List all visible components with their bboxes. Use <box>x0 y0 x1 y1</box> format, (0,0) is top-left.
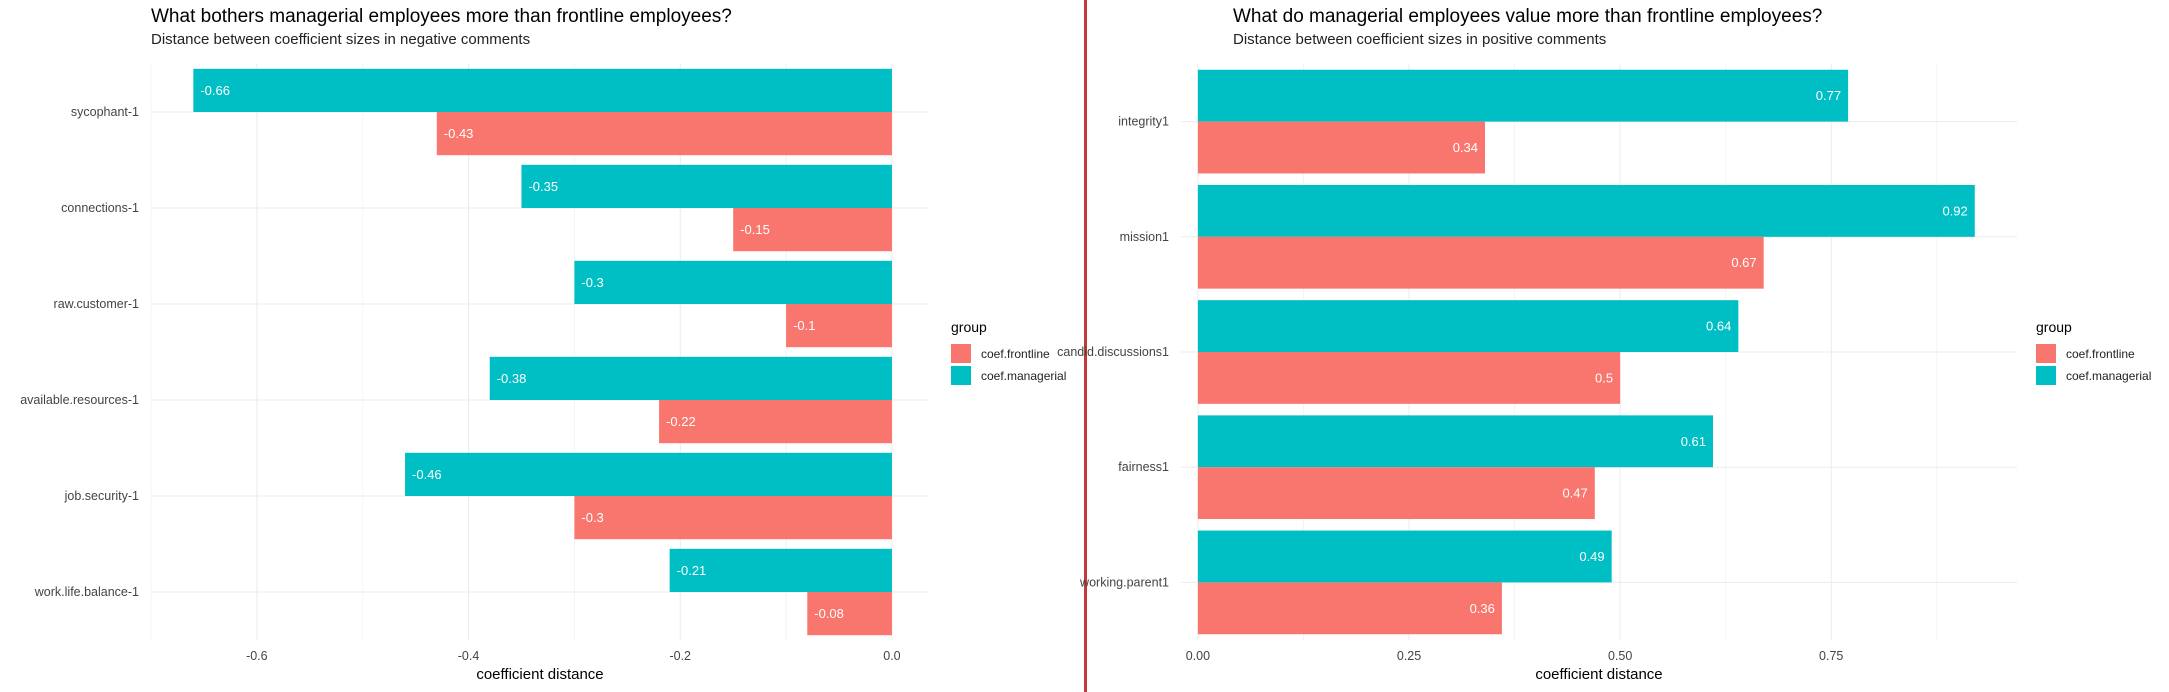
legend-label: coef.managerial <box>981 369 1066 383</box>
bar-value-label: 0.64 <box>1706 319 1731 334</box>
bar-coef-frontline <box>1197 352 1621 404</box>
chart-subtitle: Distance between coefficient sizes in po… <box>1233 31 1606 48</box>
category-label: job.security-1 <box>64 489 139 503</box>
bar-value-label: -0.21 <box>677 563 707 578</box>
chart-title: What bothers managerial employees more t… <box>151 6 732 27</box>
x-axis-title: coefficient distance <box>476 666 603 683</box>
bar-coef-frontline <box>436 112 892 156</box>
panel-divider <box>1084 0 1087 692</box>
bar-value-label: -0.3 <box>581 510 603 525</box>
bar-value-label: 0.61 <box>1681 434 1706 449</box>
category-label: connections-1 <box>61 201 139 215</box>
category-label: integrity1 <box>1118 115 1169 129</box>
bar-value-label: -0.35 <box>528 179 558 194</box>
bar-coef-managerial <box>521 164 892 208</box>
x-tick-label: 0.25 <box>1397 649 1421 663</box>
legend-label: coef.frontline <box>2066 347 2135 361</box>
legend-key-coef-frontline <box>951 344 971 363</box>
legend-key-coef-managerial <box>2036 366 2056 385</box>
category-label: work.life.balance-1 <box>34 585 139 599</box>
bar-value-label: 0.47 <box>1562 486 1587 501</box>
bar-coef-frontline <box>786 304 892 348</box>
positive-comments-chart-svg: What do managerial employees value more … <box>1057 6 2151 683</box>
bar-coef-managerial <box>574 260 892 304</box>
negative-comments-chart-svg: What bothers managerial employees more t… <box>20 6 1066 683</box>
bar-coef-managerial <box>193 68 892 112</box>
positive-comments-chart: What do managerial employees value more … <box>1057 0 2169 692</box>
legend-label: coef.frontline <box>981 347 1050 361</box>
bar-value-label: -0.15 <box>740 222 770 237</box>
x-axis-title: coefficient distance <box>1535 666 1662 683</box>
bar-coef-frontline <box>574 496 892 540</box>
legend-key-coef-frontline <box>2036 344 2056 363</box>
x-tick-label: 0.75 <box>1819 649 1843 663</box>
bar-coef-managerial <box>1197 184 1975 237</box>
legend-label: coef.managerial <box>2066 369 2151 383</box>
bar-value-label: -0.3 <box>581 275 603 290</box>
bar-value-label: 0.49 <box>1579 549 1604 564</box>
bar-coef-frontline <box>807 592 892 636</box>
negative-comments-chart: What bothers managerial employees more t… <box>0 0 1084 692</box>
category-label: fairness1 <box>1118 460 1169 474</box>
chart-subtitle: Distance between coefficient sizes in ne… <box>151 31 530 48</box>
bar-coef-managerial <box>405 452 892 496</box>
category-label: raw.customer-1 <box>54 297 139 311</box>
bar-value-label: -0.38 <box>497 371 527 386</box>
bar-value-label: -0.08 <box>814 606 844 621</box>
bar-coef-managerial <box>1197 300 1739 352</box>
bar-coef-managerial <box>1197 415 1713 468</box>
bar-value-label: 0.67 <box>1731 255 1756 270</box>
bar-value-label: 0.34 <box>1453 140 1478 155</box>
chart-title: What do managerial employees value more … <box>1233 6 1822 27</box>
x-tick-label: 0.0 <box>883 649 900 663</box>
category-label: mission1 <box>1120 230 1169 244</box>
bar-coef-frontline <box>733 208 892 252</box>
bar-value-label: -0.43 <box>444 126 474 141</box>
bar-value-label: 0.77 <box>1816 88 1841 103</box>
x-tick-label: -0.6 <box>246 649 268 663</box>
bar-value-label: -0.46 <box>412 467 442 482</box>
category-label: sycophant-1 <box>71 105 139 119</box>
legend-title: group <box>2036 319 2072 335</box>
x-tick-label: -0.2 <box>669 649 691 663</box>
bar-coef-frontline <box>1197 236 1764 289</box>
bar-coef-frontline <box>659 400 892 444</box>
x-tick-label: -0.4 <box>458 649 480 663</box>
legend-title: group <box>951 319 987 335</box>
bar-value-label: -0.66 <box>200 83 230 98</box>
legend-key-coef-managerial <box>951 366 971 385</box>
bar-value-label: 0.92 <box>1942 203 1967 218</box>
bar-coef-frontline <box>1197 467 1595 520</box>
bar-coef-frontline <box>1197 121 1485 174</box>
bar-coef-managerial <box>489 356 892 400</box>
bar-coef-managerial <box>669 548 892 592</box>
bar-value-label: -0.22 <box>666 414 696 429</box>
bar-value-label: 0.5 <box>1595 370 1613 385</box>
bar-coef-frontline <box>1197 582 1502 635</box>
category-label: candid.discussions1 <box>1057 345 1169 359</box>
bar-value-label: 0.36 <box>1470 601 1495 616</box>
bar-coef-managerial <box>1197 530 1612 583</box>
category-label: available.resources-1 <box>20 393 139 407</box>
bar-coef-managerial <box>1197 69 1849 122</box>
category-label: working.parent1 <box>1079 575 1169 589</box>
x-tick-label: 0.50 <box>1608 649 1632 663</box>
bar-value-label: -0.1 <box>793 318 815 333</box>
x-tick-label: 0.00 <box>1186 649 1210 663</box>
